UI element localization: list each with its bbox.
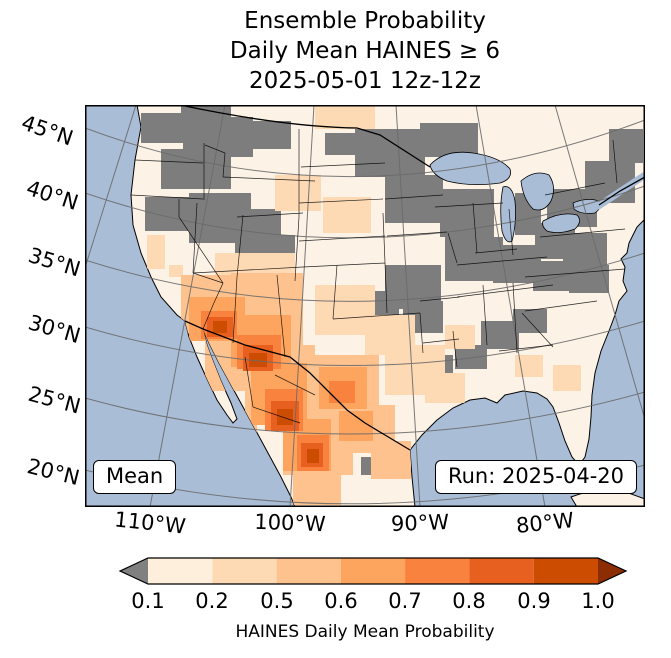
colorbar-segment-6 (469, 558, 534, 584)
lat-tick-30n: 30°N (25, 310, 84, 349)
title-line-2: Daily Mean HAINES ≥ 6 (229, 38, 501, 64)
colorbar-segment-2 (212, 558, 277, 584)
colorbar-tick-0.5: 0.5 (260, 589, 294, 613)
title-line-1: Ensemble Probability (244, 8, 486, 34)
colorbar-segment-3 (276, 558, 341, 584)
map-frame (85, 105, 645, 507)
lat-tick-40n: 40°N (23, 175, 82, 215)
colorbar-segment-1 (148, 558, 213, 584)
colorbar-tick-0.9: 0.9 (517, 589, 551, 613)
colorbar-tick-0.8: 0.8 (452, 589, 486, 613)
colorbar-tick-1.0: 1.0 (581, 589, 615, 613)
colorbar-title: HAINES Daily Mean Probability (235, 622, 495, 642)
lat-tick-35n: 35°N (25, 243, 84, 282)
colorbar-tick-0.1: 0.1 (131, 589, 165, 613)
colorbar-tick-0.7: 0.7 (388, 589, 422, 613)
lon-tick-100w: 100°W (253, 509, 327, 537)
probability-map (85, 105, 645, 507)
colorbar-over-arrow (598, 558, 626, 584)
colorbar-segment-5 (405, 558, 470, 584)
probability-cells-pale (147, 105, 581, 485)
great-lakes (429, 151, 601, 243)
national-borders (179, 105, 645, 451)
colorbar-tick-0.6: 0.6 (324, 589, 358, 613)
run-annotation-box: Run: 2025-04-20 (434, 460, 637, 494)
probability-cells-max (213, 321, 319, 463)
map-panel: Mean Run: 2025-04-20 (85, 105, 645, 507)
colorbar-segment-7 (533, 558, 598, 584)
lat-tick-45n: 45°N (18, 110, 77, 151)
mean-annotation-box: Mean (93, 460, 177, 494)
lake-huron (520, 172, 554, 211)
chart-title: Ensemble Probability Daily Mean HAINES ≥… (85, 6, 645, 96)
title-line-3: 2025-05-01 12z-12z (249, 68, 481, 94)
lake-erie (542, 213, 580, 233)
lon-tick-80w: 80°W (514, 508, 576, 538)
lake-michigan (500, 186, 516, 243)
mean-annotation-label: Mean (106, 464, 164, 488)
lon-tick-90w: 90°W (390, 509, 450, 537)
colorbar-under-arrow (120, 558, 148, 584)
state-boundaries (130, 129, 626, 424)
lon-tick-110w: 110°W (113, 507, 187, 539)
lat-tick-20n: 20°N (24, 454, 82, 491)
run-annotation-label: Run: 2025-04-20 (447, 464, 624, 488)
colorbar-segment-4 (340, 558, 406, 584)
colorbar (118, 557, 628, 585)
lake-superior (429, 151, 511, 185)
lat-tick-25n: 25°N (25, 381, 84, 419)
colorbar-tick-0.2: 0.2 (195, 589, 229, 613)
colorbar-outline (118, 557, 628, 585)
